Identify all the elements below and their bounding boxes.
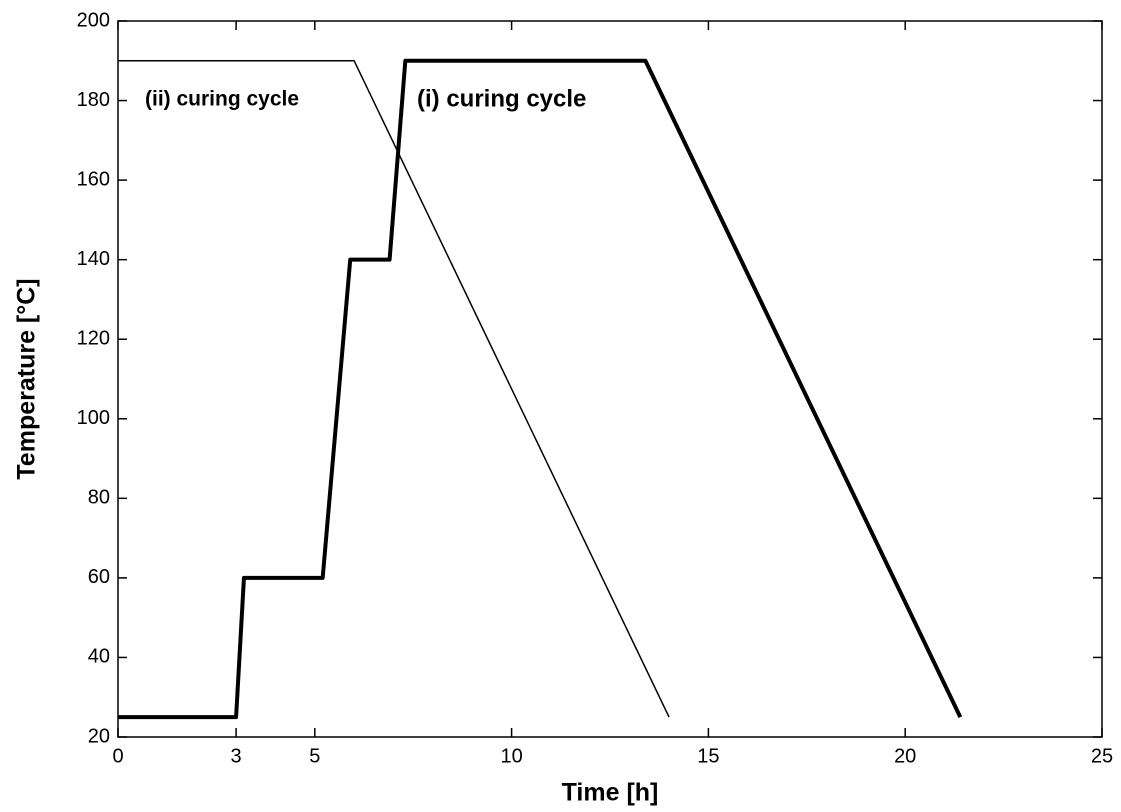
x-tick-label: 3 (231, 745, 242, 767)
y-tick-label: 140 (77, 248, 110, 270)
x-tick-label: 0 (112, 745, 123, 767)
y-tick-label: 20 (88, 725, 110, 747)
y-tick-label: 200 (77, 9, 110, 31)
y-tick-label: 120 (77, 328, 110, 350)
y-tick-label: 100 (77, 407, 110, 429)
x-tick-label: 25 (1091, 745, 1113, 767)
annotation: (i) curing cycle (417, 85, 586, 112)
x-tick-label: 10 (500, 745, 522, 767)
y-tick-label: 160 (77, 168, 110, 190)
y-tick-label: 60 (88, 566, 110, 588)
y-axis-label: Temperature [°C] (13, 278, 41, 479)
annotation: (ii) curing cycle (145, 88, 299, 111)
x-tick-label: 15 (697, 745, 719, 767)
y-tick-label: 40 (88, 646, 110, 668)
x-tick-label: 20 (894, 745, 916, 767)
x-axis-label: Time [h] (562, 779, 659, 807)
series-line (118, 58, 963, 720)
y-tick-label: 180 (77, 89, 110, 111)
plot-frame (117, 20, 1103, 738)
x-tick-label: 5 (309, 745, 320, 767)
series-line (118, 60, 670, 718)
y-tick-label: 80 (88, 487, 110, 509)
